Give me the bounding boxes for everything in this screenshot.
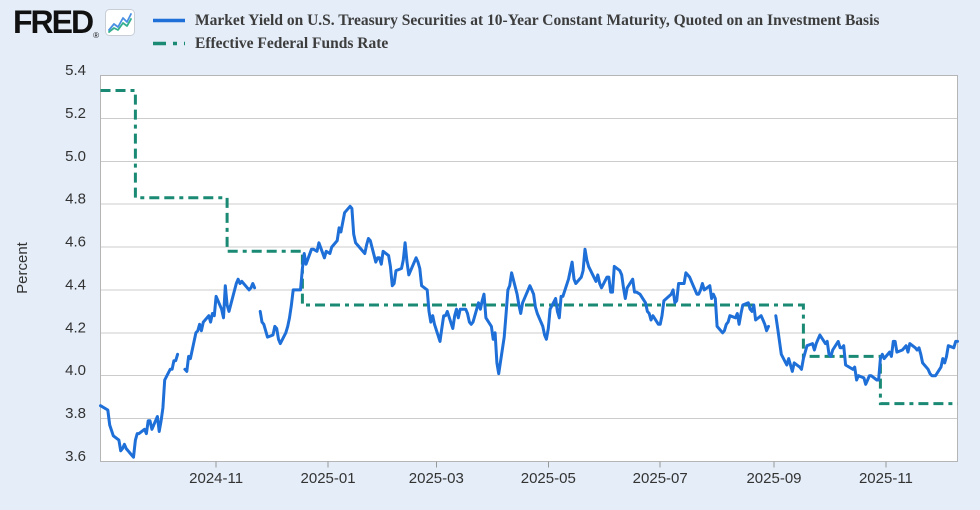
y-axis-tick-label: 5.2 [65,105,86,122]
treasury-line-swatch [153,18,185,23]
registered-trademark: ® [93,31,100,40]
y-axis-tick-label: 4.0 [65,362,86,379]
y-axis-title: Percent [14,241,31,294]
x-axis: 2024-11 2025-01 2025-03 2025-05 2025-07 2025-… [189,461,913,487]
x-axis-tick-label: 2025-11 [859,470,913,487]
x-axis-tick-label: 2025-07 [633,470,688,487]
plot-border [100,75,958,462]
y-axis-tick-label: 3.6 [65,448,86,465]
x-axis-tick-label: 2025-03 [409,470,464,487]
y-axis-tick-label: 5.4 [65,62,86,79]
legend-item-fed-funds[interactable]: Effective Federal Funds Rate [152,32,879,55]
treasury-yield-line[interactable] [99,204,959,459]
fred-sparkline-icon [105,9,136,41]
y-axis-tick-label: 4.8 [65,191,86,208]
legend-item-treasury-yield[interactable]: Market Yield on U.S. Treasury Securities… [152,9,879,32]
x-axis-tick-label: 2025-01 [301,470,356,487]
x-axis-tick-label: 2025-09 [746,470,801,487]
chart-header: FRED ® Market Yield on U.S. Treasury Sec… [0,0,980,64]
y-axis-tick-label: 3.8 [65,405,86,422]
chart-legend: Market Yield on U.S. Treasury Securities… [152,9,879,55]
plot-background [100,75,958,462]
y-axis-tick-labels: 3.6 3.8 4.0 4.2 4.4 4.6 4.8 5.0 5.2 5.4 [65,62,86,465]
fed-funds-line-swatch [153,41,185,46]
x-axis-tick-label: 2024-11 [189,470,243,487]
y-axis-tick-label: 5.0 [65,148,86,165]
y-axis-tick-label: 4.6 [65,234,86,251]
fred-logo[interactable]: FRED ® [13,4,136,41]
x-axis-tick-label: 2025-05 [521,470,576,487]
legend-label-fed-funds: Effective Federal Funds Rate [195,34,389,52]
fred-logo-text: FRED [13,4,94,40]
y-axis-tick-label: 4.4 [65,276,86,293]
legend-label-treasury-yield: Market Yield on U.S. Treasury Securities… [195,11,880,29]
y-axis-tick-label: 4.2 [65,319,86,336]
